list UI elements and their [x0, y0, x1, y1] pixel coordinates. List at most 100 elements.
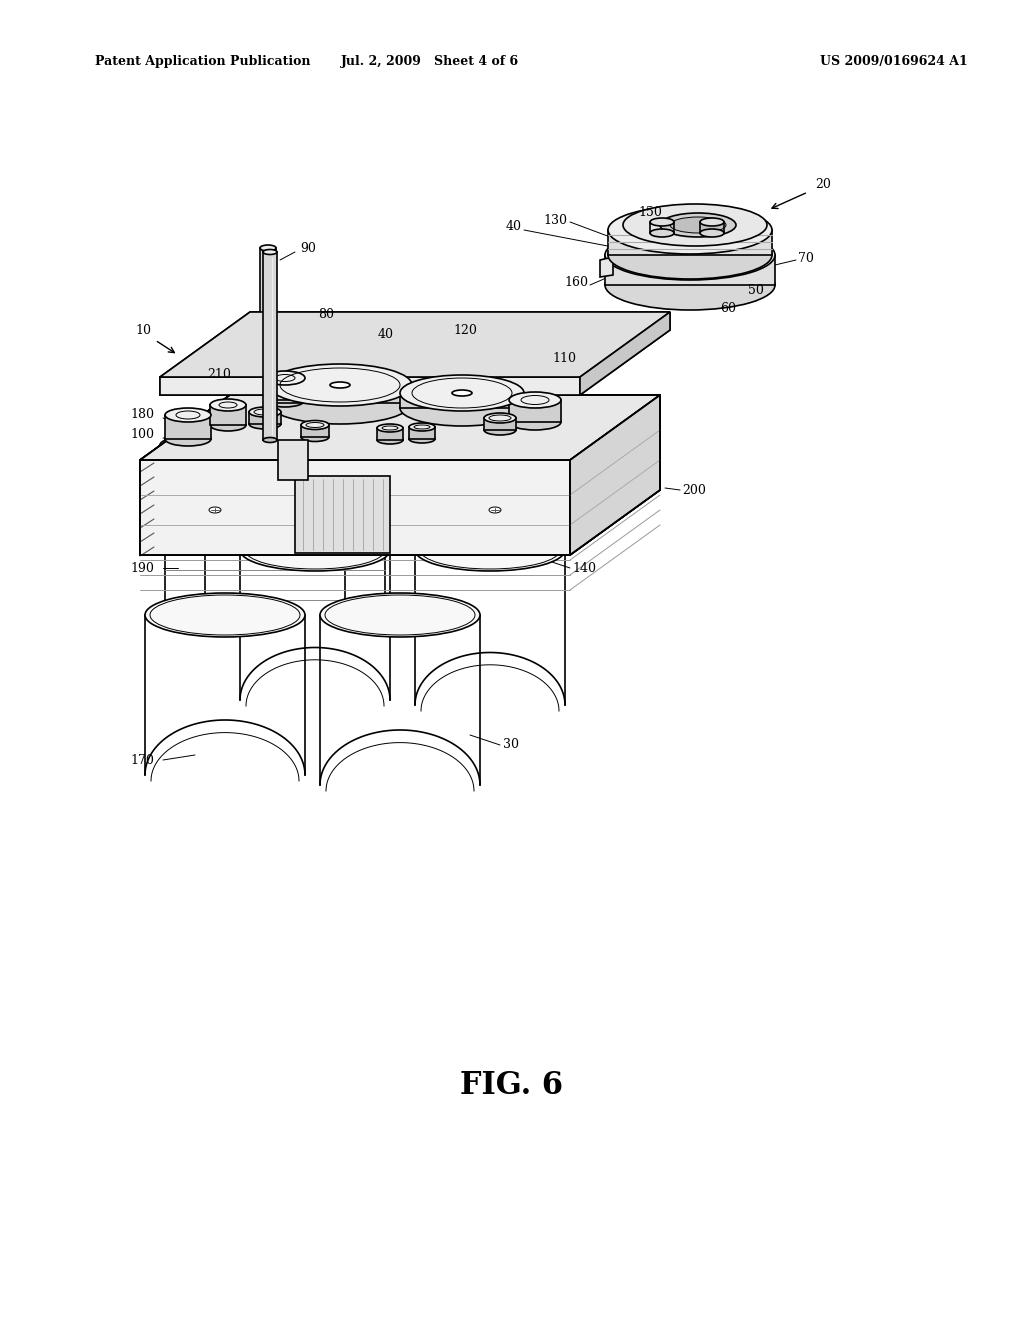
Ellipse shape	[452, 389, 472, 396]
Ellipse shape	[304, 453, 336, 463]
Text: 200: 200	[682, 483, 706, 496]
Polygon shape	[258, 400, 302, 420]
Polygon shape	[570, 395, 660, 554]
Polygon shape	[242, 442, 278, 451]
Polygon shape	[160, 378, 580, 395]
Polygon shape	[400, 393, 524, 408]
Text: 140: 140	[572, 561, 596, 574]
Ellipse shape	[395, 416, 525, 454]
Ellipse shape	[249, 418, 281, 429]
Ellipse shape	[304, 444, 336, 453]
Polygon shape	[605, 255, 775, 285]
Text: 160: 160	[564, 276, 588, 289]
Ellipse shape	[415, 529, 565, 572]
Text: 40: 40	[378, 329, 394, 342]
Polygon shape	[260, 248, 276, 455]
Text: 40: 40	[506, 220, 522, 234]
Ellipse shape	[489, 507, 501, 513]
Ellipse shape	[400, 389, 524, 426]
Polygon shape	[160, 445, 210, 467]
Polygon shape	[570, 395, 660, 554]
Ellipse shape	[410, 455, 440, 465]
Ellipse shape	[301, 433, 329, 441]
Text: 190: 190	[130, 561, 154, 574]
Ellipse shape	[263, 437, 278, 442]
Polygon shape	[160, 312, 670, 378]
Ellipse shape	[268, 364, 412, 407]
Ellipse shape	[502, 446, 558, 465]
Polygon shape	[249, 412, 281, 424]
Polygon shape	[140, 395, 660, 459]
Text: Jul. 2, 2009   Sheet 4 of 6: Jul. 2, 2009 Sheet 4 of 6	[341, 55, 519, 69]
Polygon shape	[140, 459, 570, 554]
Ellipse shape	[240, 529, 390, 572]
Ellipse shape	[409, 422, 435, 432]
Ellipse shape	[319, 593, 480, 638]
Ellipse shape	[260, 451, 276, 458]
Polygon shape	[301, 425, 329, 437]
Polygon shape	[210, 405, 246, 425]
Ellipse shape	[330, 381, 350, 388]
Ellipse shape	[249, 407, 281, 417]
Polygon shape	[487, 445, 523, 455]
Polygon shape	[600, 257, 613, 277]
Polygon shape	[205, 436, 245, 453]
Ellipse shape	[452, 417, 468, 422]
Ellipse shape	[550, 436, 580, 445]
Polygon shape	[268, 385, 412, 403]
Text: 20: 20	[815, 178, 830, 191]
Ellipse shape	[365, 447, 395, 457]
Ellipse shape	[605, 260, 775, 310]
Ellipse shape	[550, 445, 580, 455]
Ellipse shape	[210, 399, 246, 411]
Ellipse shape	[145, 593, 305, 638]
Text: 60: 60	[720, 301, 736, 314]
Ellipse shape	[623, 205, 767, 246]
Ellipse shape	[176, 442, 194, 447]
Ellipse shape	[605, 230, 775, 280]
Polygon shape	[509, 400, 561, 422]
Polygon shape	[395, 420, 525, 436]
Ellipse shape	[509, 392, 561, 408]
Ellipse shape	[205, 429, 245, 441]
Ellipse shape	[377, 424, 403, 432]
Ellipse shape	[260, 246, 276, 251]
Ellipse shape	[242, 436, 278, 447]
Text: 70: 70	[798, 252, 814, 264]
Ellipse shape	[502, 426, 558, 444]
Text: 30: 30	[503, 738, 519, 751]
Polygon shape	[580, 312, 670, 395]
Ellipse shape	[400, 375, 524, 411]
Ellipse shape	[205, 447, 245, 459]
Text: 120: 120	[453, 323, 477, 337]
Text: 80: 80	[318, 309, 334, 322]
Ellipse shape	[520, 432, 540, 438]
Ellipse shape	[263, 249, 278, 255]
Ellipse shape	[301, 421, 329, 429]
Ellipse shape	[265, 393, 305, 407]
Text: 210: 210	[207, 368, 230, 381]
Text: 180: 180	[130, 408, 154, 421]
Ellipse shape	[218, 433, 232, 437]
Text: 170: 170	[130, 754, 154, 767]
Ellipse shape	[377, 436, 403, 444]
Polygon shape	[410, 450, 440, 459]
Ellipse shape	[484, 425, 516, 436]
Polygon shape	[502, 436, 558, 455]
Ellipse shape	[608, 231, 772, 279]
Polygon shape	[580, 312, 670, 395]
Ellipse shape	[650, 228, 674, 238]
Ellipse shape	[700, 228, 724, 238]
Ellipse shape	[272, 397, 288, 403]
Polygon shape	[304, 447, 336, 458]
Ellipse shape	[160, 437, 210, 453]
Polygon shape	[377, 428, 403, 440]
Polygon shape	[295, 477, 390, 553]
Ellipse shape	[260, 393, 410, 437]
Text: 130: 130	[543, 214, 567, 227]
Ellipse shape	[410, 445, 440, 455]
Ellipse shape	[487, 440, 523, 451]
Ellipse shape	[509, 414, 561, 430]
Ellipse shape	[484, 413, 516, 422]
Polygon shape	[608, 230, 772, 255]
